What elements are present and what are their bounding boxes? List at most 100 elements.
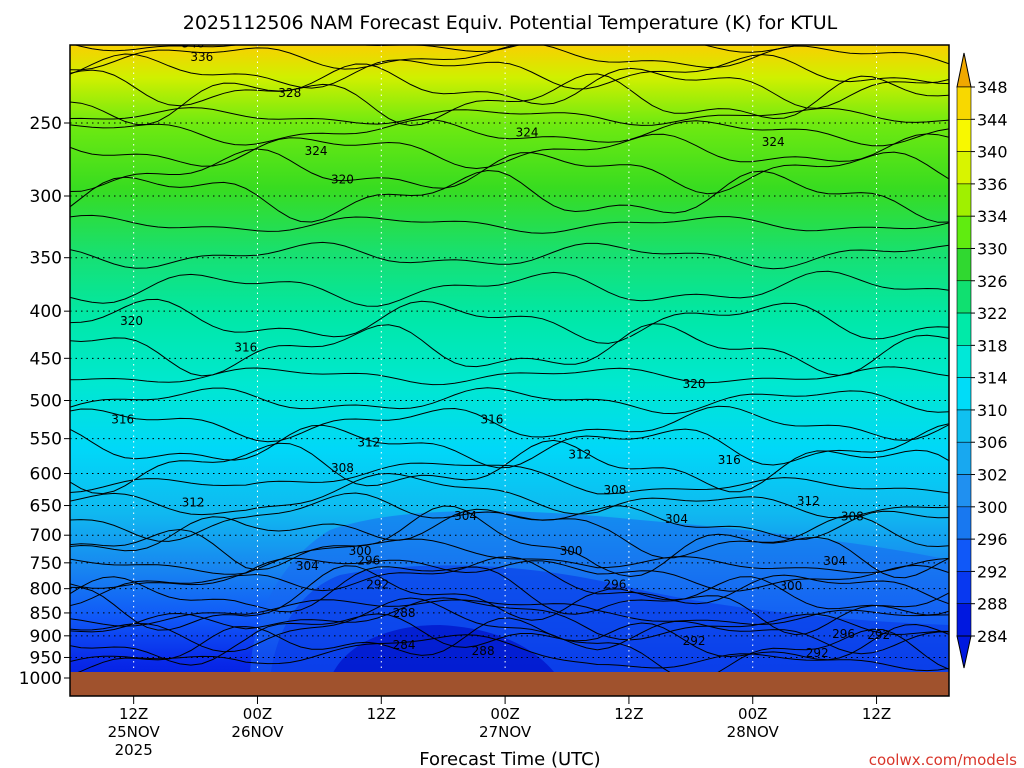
x-tick-label: 12Z: [119, 705, 148, 723]
y-axis-ticks: 250 300 350 400 450 500 550 600 650 700 750 800 850 9…: [19, 114, 70, 689]
colorbar-segment: [956, 312, 972, 346]
x-tick-label: 26NOV: [231, 723, 284, 741]
contour-line: [70, 63, 949, 109]
contour-line: [70, 439, 949, 495]
colorbar-segment: [956, 118, 972, 152]
contour-label: 304: [296, 559, 319, 573]
y-tick-label: 1000: [19, 669, 62, 689]
contour-label: 296: [604, 578, 627, 592]
y-tick-label: 850: [30, 604, 62, 624]
contour-label: 312: [797, 494, 820, 508]
contour-line: [70, 634, 949, 672]
contour-lines: [70, 45, 949, 681]
contour-line: [70, 462, 949, 495]
y-tick-label: 700: [30, 526, 62, 546]
y-tick-label: 800: [30, 580, 62, 600]
contour-label: 324: [516, 125, 539, 139]
contour-label: 312: [357, 435, 380, 449]
colorbar-label: 310: [977, 401, 1008, 420]
contour-line: [70, 118, 949, 147]
colorbar-segment: [956, 151, 972, 185]
x-tick-label: 25NOV: [108, 723, 161, 741]
contour-label: 320: [683, 377, 706, 391]
colorbar-label: 336: [977, 175, 1008, 194]
colorbar-label: 284: [977, 627, 1008, 646]
contour-label: 316: [480, 412, 503, 426]
contour-line: [70, 617, 949, 681]
contour-label: 288: [393, 606, 416, 620]
colorbar-segment: [956, 506, 972, 540]
contour-label: 292: [366, 578, 389, 592]
colorbar-segment: [956, 377, 972, 411]
y-tick-label: 950: [30, 648, 62, 668]
contour-label: 312: [182, 495, 205, 509]
colorbar-segment: [956, 280, 972, 314]
contour-label: 284: [393, 638, 416, 652]
contour-label: 308: [604, 483, 627, 497]
contour-line: [70, 538, 949, 575]
colorbar-segment: [956, 248, 972, 282]
chart-title: 2025112506 NAM Forecast Equiv. Potential…: [183, 12, 838, 34]
contour-line: [70, 557, 949, 592]
colorbar-label: 326: [977, 272, 1008, 291]
y-tick-label: 550: [30, 430, 62, 450]
colorbar-segment: [956, 86, 972, 120]
y-tick-label: 350: [30, 249, 62, 269]
x-tick-label: 00Z: [490, 705, 519, 723]
colorbar-segment: [956, 441, 972, 475]
colorbar-segment: [956, 538, 972, 572]
contour-line: [70, 423, 949, 469]
contour-label: 340: [182, 37, 205, 51]
colorbar-segment: [956, 409, 972, 443]
y-tick-label: 900: [30, 627, 62, 647]
contour-label: 320: [331, 173, 354, 187]
colorbar-label: 344: [977, 110, 1008, 129]
contour-label: 316: [718, 453, 741, 467]
colorbar-label: 306: [977, 433, 1008, 452]
contour-label: 292: [867, 628, 890, 642]
plot-frame: [69, 44, 950, 697]
x-tick-label: 28NOV: [727, 723, 780, 741]
colorbar-bottom-arrow: [956, 635, 972, 669]
contour-line: [70, 556, 949, 607]
contour-label: 336: [190, 50, 213, 64]
contour-label: 300: [349, 544, 372, 558]
contour-line: [70, 599, 949, 627]
colorbar-top-arrow: [956, 52, 972, 88]
contour-label: 296: [357, 554, 380, 568]
colorbar-segment: [956, 474, 972, 508]
colorbar-segment: [956, 603, 972, 637]
contour-line: [70, 387, 949, 415]
contour-line: [70, 597, 949, 655]
contour-line: [73, 45, 804, 53]
contour-line: [70, 492, 949, 542]
coldest-core-region: [330, 625, 560, 680]
colorbar-segment: [956, 345, 972, 378]
contour-line: [70, 241, 949, 270]
colorbar-segment: [956, 183, 972, 217]
contour-label: 300: [779, 579, 802, 593]
contour-label: 300: [560, 544, 583, 558]
colorbar-label: 334: [977, 207, 1008, 226]
y-tick-label: 450: [30, 349, 62, 369]
contour-label: 296: [832, 627, 855, 641]
x-axis-label: Forecast Time (UTC): [419, 749, 600, 768]
contour-line: [70, 270, 949, 307]
colorbar-label: 302: [977, 466, 1008, 485]
y-tick-label: 300: [30, 187, 62, 207]
colorbar-label: 300: [977, 498, 1008, 517]
colorbar-label: 322: [977, 304, 1008, 323]
colorbar-label: 318: [977, 336, 1008, 355]
contour-line: [70, 45, 949, 71]
terrain-below-ground: [70, 672, 949, 696]
contour-line: [70, 148, 949, 195]
contour-line: [70, 508, 949, 559]
contour-line: [70, 107, 949, 126]
colorbar-segment: [956, 215, 972, 249]
contour-line: [70, 472, 949, 519]
contour-line: [70, 597, 949, 641]
contour-label: 308: [841, 509, 864, 523]
